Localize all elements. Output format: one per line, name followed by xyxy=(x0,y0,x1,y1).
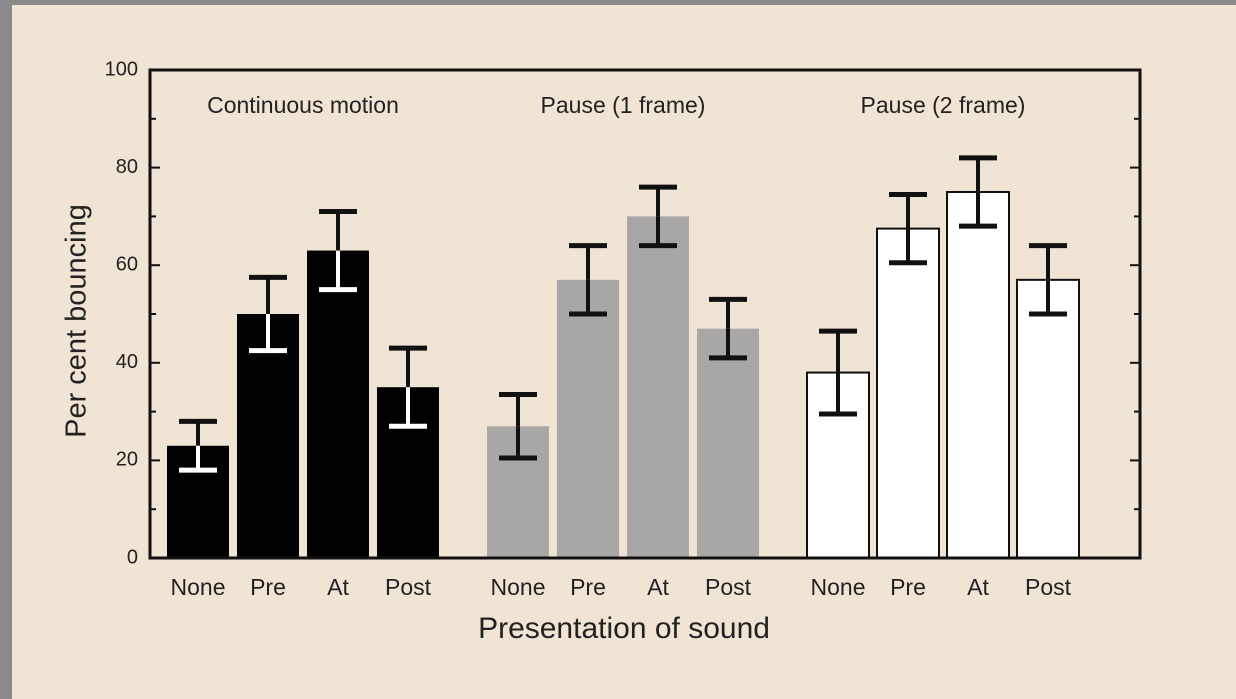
x-tick-label: None xyxy=(491,574,546,600)
y-tick-label: 100 xyxy=(105,58,138,80)
y-tick-label: 20 xyxy=(116,449,138,471)
y-tick-label: 0 xyxy=(127,546,138,568)
x-axis-label: Presentation of sound xyxy=(478,612,770,645)
x-tick-label: Pre xyxy=(890,574,926,600)
x-tick-label: Post xyxy=(385,574,432,600)
bar xyxy=(627,216,689,558)
bar xyxy=(946,191,1010,559)
y-tick-label: 60 xyxy=(116,253,138,275)
x-tick-label: Post xyxy=(1025,574,1072,600)
group-label: Pause (2 frame) xyxy=(861,92,1026,118)
x-tick-label: None xyxy=(811,574,866,600)
y-tick-label: 40 xyxy=(116,351,138,373)
x-tick-label: At xyxy=(647,574,669,600)
x-tick-label: At xyxy=(327,574,349,600)
bar xyxy=(237,314,299,558)
x-tick-label: Pre xyxy=(250,574,286,600)
bar xyxy=(876,227,940,559)
x-tick-label: At xyxy=(967,574,989,600)
y-tick-label: 80 xyxy=(116,156,138,178)
y-axis-label: Per cent bouncing xyxy=(61,204,93,438)
x-tick-label: Pre xyxy=(570,574,606,600)
group-label: Continuous motion xyxy=(207,92,399,118)
bar xyxy=(307,250,369,558)
bar xyxy=(697,328,759,558)
x-tick-label: None xyxy=(171,574,226,600)
bar xyxy=(557,279,619,558)
x-tick-label: Post xyxy=(705,574,752,600)
chart: Presentation of sound Per cent bouncing … xyxy=(12,5,1236,699)
group-label: Pause (1 frame) xyxy=(541,92,706,118)
bar xyxy=(1016,278,1080,559)
plot-frame xyxy=(148,68,1142,560)
